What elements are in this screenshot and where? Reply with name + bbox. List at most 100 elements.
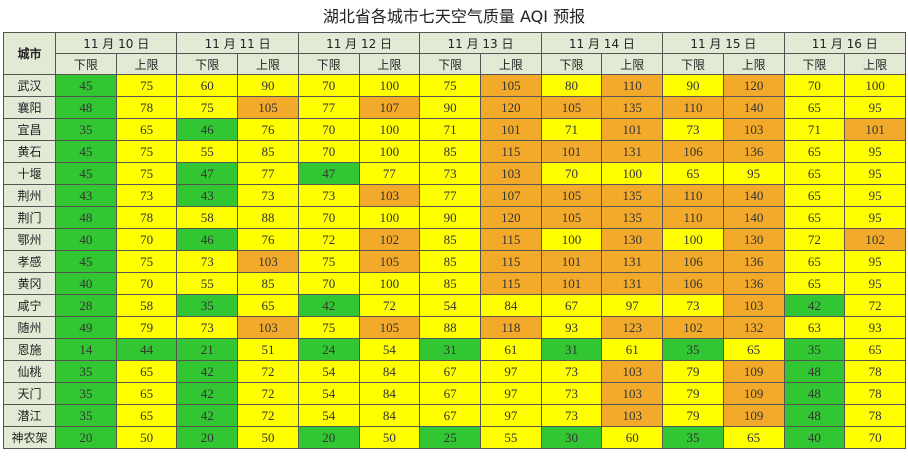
aqi-value: 65 <box>237 294 299 317</box>
aqi-value: 70 <box>297 140 360 163</box>
city-row: 武汉 45 75 60 90 70 100 75 105 80 110 90 120 70 100 <box>3 74 906 97</box>
city-row: 随州 49 79 73 103 75 105 88 118 93 123 102 132 63 93 <box>3 316 906 339</box>
aqi-value: 73 <box>540 382 603 405</box>
aqi-value: 40 <box>783 426 846 449</box>
city-name: 荆门 <box>3 206 56 229</box>
aqi-value: 48 <box>783 404 846 427</box>
city-name: 恩施 <box>3 338 56 361</box>
aqi-value: 58 <box>115 294 178 317</box>
aqi-value: 84 <box>479 294 542 317</box>
city-name: 孝感 <box>3 250 56 273</box>
city-name: 神农架 <box>3 426 56 449</box>
aqi-value: 97 <box>479 404 542 427</box>
aqi-value: 75 <box>297 316 360 339</box>
aqi-value: 136 <box>722 272 785 295</box>
aqi-value: 61 <box>601 338 664 361</box>
aqi-value: 79 <box>115 316 178 339</box>
aqi-value: 101 <box>540 250 603 273</box>
city-name: 宜昌 <box>3 118 56 141</box>
aqi-value: 65 <box>844 338 906 361</box>
aqi-value: 130 <box>722 228 785 251</box>
aqi-value: 103 <box>601 360 664 383</box>
aqi-value: 50 <box>237 426 299 449</box>
aqi-value: 42 <box>176 382 239 405</box>
aqi-value: 14 <box>55 338 117 361</box>
date-header: 11 月 10 日 <box>54 32 178 54</box>
aqi-value: 70 <box>844 426 906 449</box>
aqi-value: 50 <box>115 426 178 449</box>
date-header: 11 月 14 日 <box>540 32 664 54</box>
city-name: 十堰 <box>3 162 56 185</box>
date-header: 11 月 11 日 <box>176 32 299 54</box>
aqi-value: 85 <box>419 272 481 295</box>
header-row: 城市 11 月 10 日 11 月 11 日 11 月 12 日 11 月 13 日 11… <box>3 32 906 75</box>
aqi-value: 70 <box>297 206 360 229</box>
aqi-value: 115 <box>479 140 542 163</box>
city-row: 荆州 43 73 43 73 73 103 77 107 105 135 110 140 65 95 <box>3 184 906 207</box>
aqi-value: 84 <box>358 404 421 427</box>
aqi-value: 103 <box>601 382 664 405</box>
aqi-value: 67 <box>419 360 481 383</box>
aqi-value: 72 <box>237 360 299 383</box>
aqi-value: 54 <box>297 404 360 427</box>
aqi-value: 103 <box>722 294 785 317</box>
aqi-value: 135 <box>601 206 664 229</box>
aqi-value: 105 <box>540 206 603 229</box>
aqi-value: 75 <box>297 250 360 273</box>
aqi-value: 103 <box>722 118 785 141</box>
aqi-value: 78 <box>844 382 906 405</box>
aqi-value: 103 <box>601 404 664 427</box>
aqi-value: 35 <box>662 426 724 449</box>
aqi-value: 75 <box>176 96 239 119</box>
city-row: 孝感 45 75 73 103 75 105 85 115 101 131 106 136 65 95 <box>3 250 906 273</box>
aqi-value: 46 <box>176 228 239 251</box>
aqi-value: 70 <box>783 74 846 97</box>
city-name: 咸宁 <box>3 294 56 317</box>
aqi-value: 123 <box>601 316 664 339</box>
aqi-value: 97 <box>479 382 542 405</box>
aqi-value: 131 <box>601 250 664 273</box>
aqi-value: 120 <box>479 96 542 119</box>
city-row: 天门 35 65 42 72 54 84 67 97 73 103 79 109 48 78 <box>3 382 906 405</box>
aqi-value: 109 <box>722 360 785 383</box>
aqi-value: 75 <box>115 162 178 185</box>
aqi-value: 35 <box>55 360 117 383</box>
city-row: 潜江 35 65 42 72 54 84 67 97 73 103 79 109 48 78 <box>3 404 906 427</box>
bound-header: 下限 <box>783 53 846 75</box>
aqi-value: 76 <box>237 228 299 251</box>
aqi-value: 45 <box>55 162 117 185</box>
aqi-value: 65 <box>783 162 846 185</box>
aqi-value: 75 <box>115 140 178 163</box>
aqi-value: 72 <box>237 382 299 405</box>
bound-header: 上限 <box>479 53 542 75</box>
aqi-value: 120 <box>479 206 542 229</box>
aqi-value: 20 <box>55 426 117 449</box>
aqi-value: 75 <box>115 74 178 97</box>
aqi-value: 73 <box>419 162 481 185</box>
aqi-value: 61 <box>479 338 542 361</box>
aqi-value: 55 <box>479 426 542 449</box>
aqi-value: 84 <box>358 360 421 383</box>
aqi-value: 73 <box>237 184 299 207</box>
aqi-value: 100 <box>358 272 421 295</box>
aqi-value: 28 <box>55 294 117 317</box>
city-name: 武汉 <box>3 74 56 97</box>
aqi-value: 65 <box>783 206 846 229</box>
aqi-value: 35 <box>783 338 846 361</box>
aqi-value: 72 <box>783 228 846 251</box>
aqi-value: 73 <box>115 184 178 207</box>
aqi-value: 103 <box>237 316 299 339</box>
city-row: 荆门 48 78 58 88 70 100 90 120 105 135 110 140 65 95 <box>3 206 906 229</box>
aqi-value: 97 <box>601 294 664 317</box>
aqi-value: 72 <box>237 404 299 427</box>
aqi-value: 115 <box>479 228 542 251</box>
aqi-value: 48 <box>55 206 117 229</box>
aqi-value: 100 <box>358 206 421 229</box>
aqi-value: 63 <box>783 316 846 339</box>
aqi-value: 24 <box>297 338 360 361</box>
title: 湖北省各城市七天空气质量 AQI 预报 <box>322 7 586 26</box>
aqi-value: 47 <box>297 162 360 185</box>
aqi-value: 93 <box>540 316 603 339</box>
aqi-value: 42 <box>176 404 239 427</box>
aqi-value: 77 <box>297 96 360 119</box>
